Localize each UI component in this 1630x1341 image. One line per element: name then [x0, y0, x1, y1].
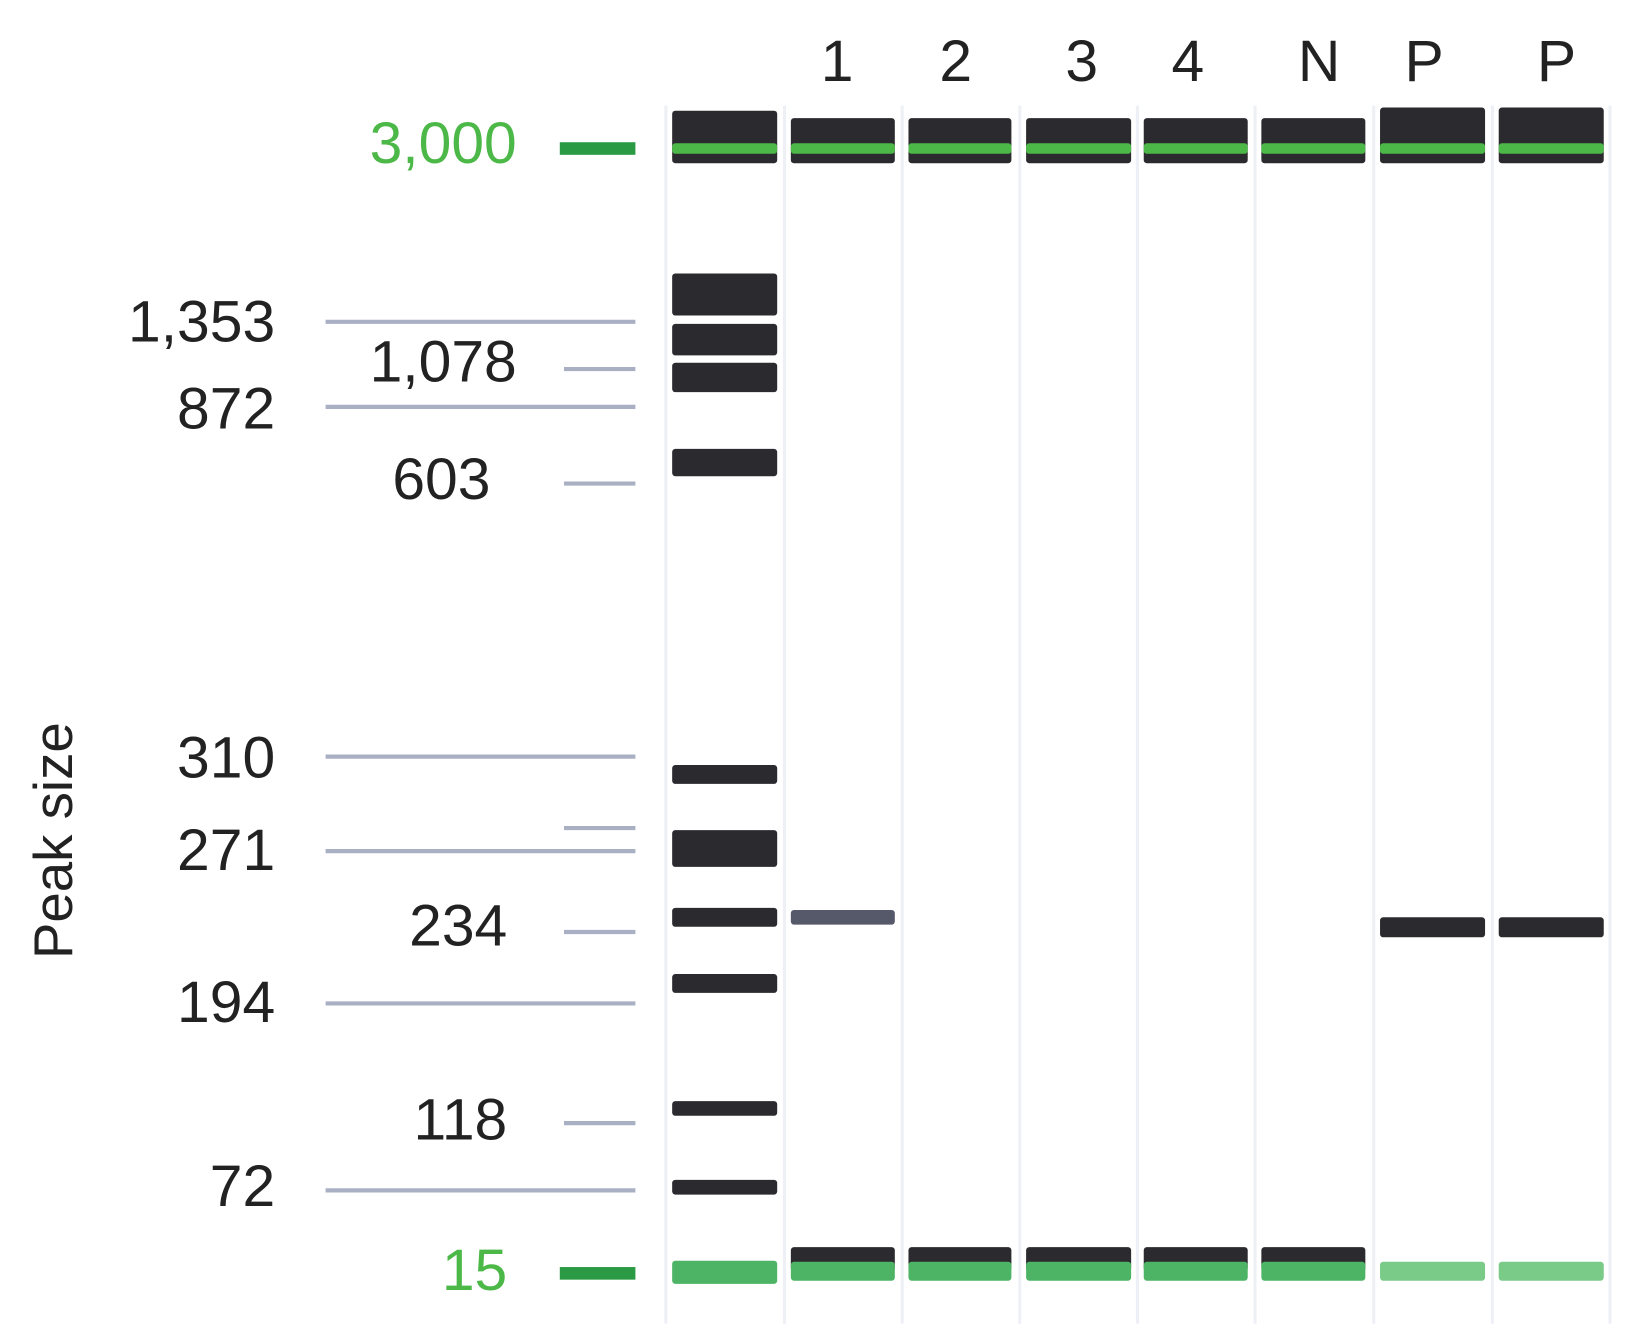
band: [790, 909, 895, 925]
lane-label: P: [1537, 29, 1576, 94]
band: [1380, 1261, 1486, 1281]
marker-label: 603: [392, 447, 490, 512]
band: [908, 118, 1012, 164]
band: [672, 1101, 778, 1116]
marker-label: 271: [177, 818, 275, 883]
band: [672, 110, 778, 164]
band: [672, 765, 778, 784]
marker-label: 72: [210, 1154, 275, 1219]
band: [790, 1261, 895, 1281]
band: [672, 143, 778, 154]
band: [1380, 107, 1486, 164]
marker-label: 310: [177, 725, 275, 790]
band: [1026, 143, 1132, 154]
band: [672, 323, 778, 356]
band: [672, 1260, 778, 1284]
lane-label: 1: [821, 29, 854, 94]
band: [1380, 917, 1486, 938]
band: [1261, 1261, 1366, 1281]
band: [1143, 118, 1248, 164]
marker-line: [559, 1267, 636, 1280]
band: [908, 143, 1012, 154]
marker-label: 15: [442, 1238, 507, 1303]
band: [672, 273, 778, 316]
marker-label: 872: [177, 377, 275, 442]
band: [1143, 1261, 1248, 1281]
band: [672, 448, 778, 477]
band: [1498, 917, 1604, 938]
marker-label: 234: [409, 893, 507, 958]
lane-label: 4: [1171, 29, 1204, 94]
lane-label: 3: [1065, 29, 1098, 94]
band: [1026, 118, 1132, 164]
marker-label: 1,078: [370, 329, 517, 394]
band: [1261, 118, 1366, 164]
band: [1498, 1261, 1604, 1281]
band: [672, 830, 778, 867]
band: [1026, 1261, 1132, 1281]
band: [672, 974, 778, 993]
marker-label: 3,000: [370, 111, 517, 176]
y-axis-label: Peak size: [23, 722, 84, 959]
band: [790, 143, 895, 154]
band: [672, 907, 778, 927]
band: [1498, 143, 1604, 154]
band: [1261, 143, 1366, 154]
marker-label: 1,353: [128, 290, 275, 355]
lane-label: P: [1405, 29, 1444, 94]
band: [672, 362, 778, 393]
band: [1143, 143, 1248, 154]
lane-label: 2: [939, 29, 972, 94]
marker-label: 118: [414, 1088, 508, 1153]
band: [790, 118, 895, 164]
band: [1380, 143, 1486, 154]
marker-line: [559, 142, 636, 155]
lane-label: N: [1298, 29, 1340, 94]
band: [908, 1261, 1012, 1281]
band: [1498, 107, 1604, 164]
band: [672, 1179, 778, 1195]
marker-label: 194: [177, 970, 275, 1035]
